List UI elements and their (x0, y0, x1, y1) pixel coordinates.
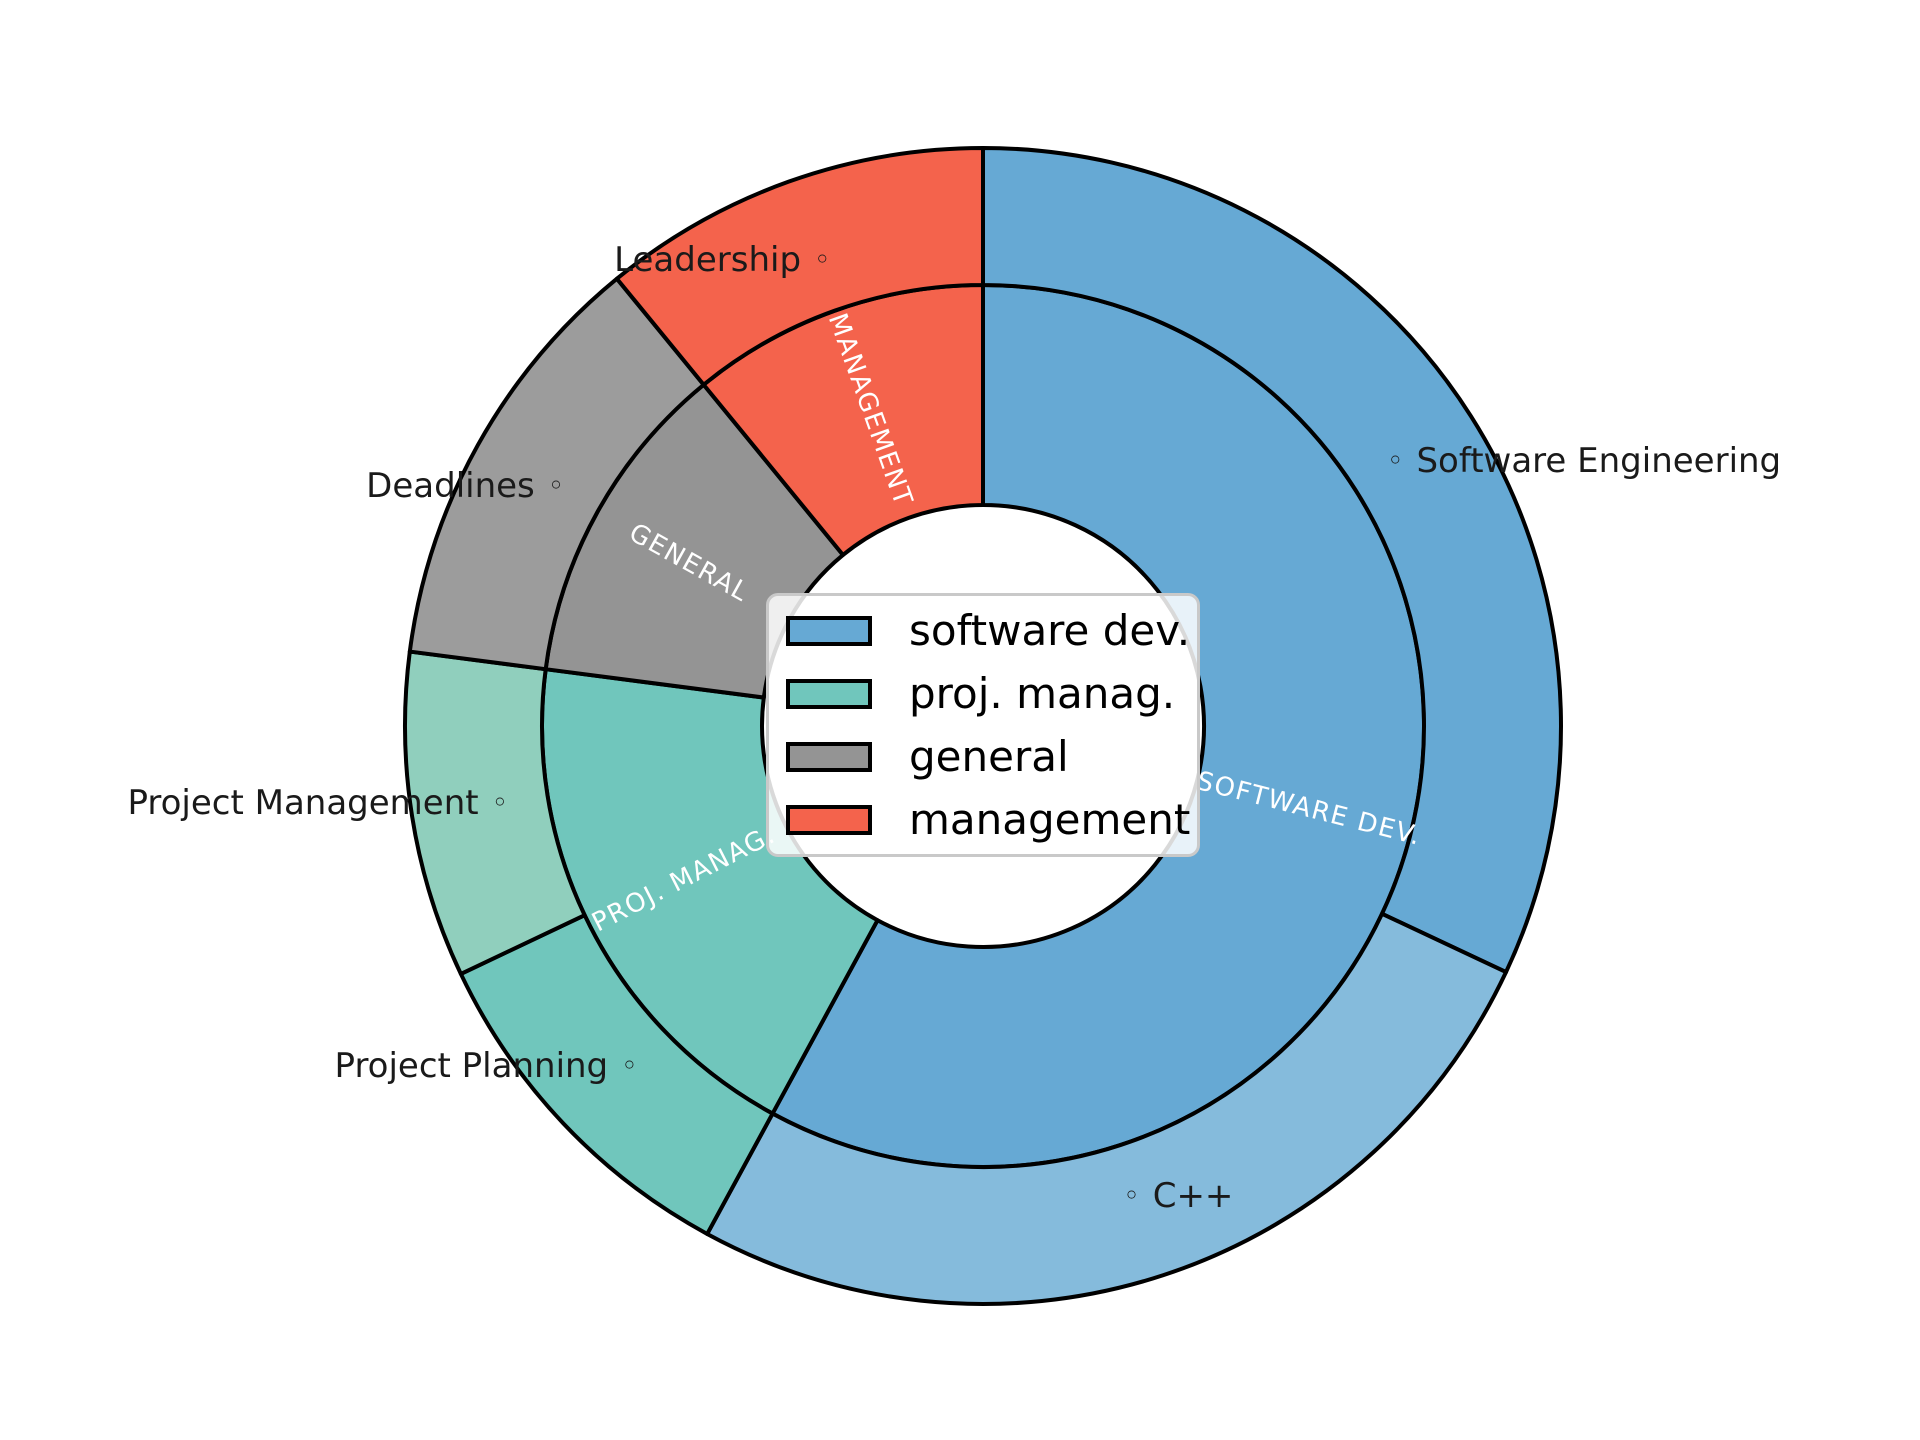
open-circle-marker-icon: ◦ (1123, 1179, 1140, 1213)
legend-label: general (909, 731, 1069, 781)
label-text: Leadership (614, 239, 802, 280)
legend-label: proj. manag. (909, 668, 1176, 718)
label-software-engineering: ◦ Software Engineering (1387, 441, 1781, 481)
wedge-outer-c-plus-plus (705, 911, 1508, 1306)
legend-swatch-software-dev (786, 615, 872, 646)
label-text: Software Engineering (1416, 440, 1782, 481)
legend-swatch-general (786, 741, 872, 772)
legend-item-management: management (769, 788, 1197, 851)
label-text: Project Planning (334, 1046, 609, 1087)
legend-swatch-proj-manag (786, 678, 872, 709)
legend-item-proj-manag: proj. manag. (769, 662, 1197, 725)
open-circle-marker-icon: ◦ (814, 242, 831, 276)
label-project-management: Project Management ◦ (127, 783, 508, 823)
open-circle-marker-icon: ◦ (621, 1049, 638, 1083)
label-text: Deadlines (366, 465, 535, 506)
open-circle-marker-icon: ◦ (547, 468, 565, 502)
label-text: C++ (1152, 1176, 1234, 1217)
legend-item-software-dev: software dev. (769, 599, 1197, 662)
label-leadership: Leadership ◦ (614, 240, 830, 280)
wedge-outer-leadership (614, 146, 985, 387)
open-circle-marker-icon: ◦ (1386, 443, 1404, 477)
label-text: Project Management (127, 783, 479, 824)
legend: software dev. proj. manag. general manag… (766, 593, 1200, 857)
label-project-planning: Project Planning ◦ (335, 1046, 638, 1086)
label-c-plus-plus: ◦ C++ (1123, 1176, 1233, 1216)
wedge-outer-software-engineering (981, 146, 1563, 975)
label-deadlines: Deadlines ◦ (366, 466, 564, 506)
legend-label: software dev. (909, 605, 1191, 655)
open-circle-marker-icon: ◦ (491, 786, 509, 820)
legend-swatch-management (786, 804, 872, 835)
legend-label: management (909, 794, 1191, 844)
legend-item-general: general (769, 725, 1197, 788)
